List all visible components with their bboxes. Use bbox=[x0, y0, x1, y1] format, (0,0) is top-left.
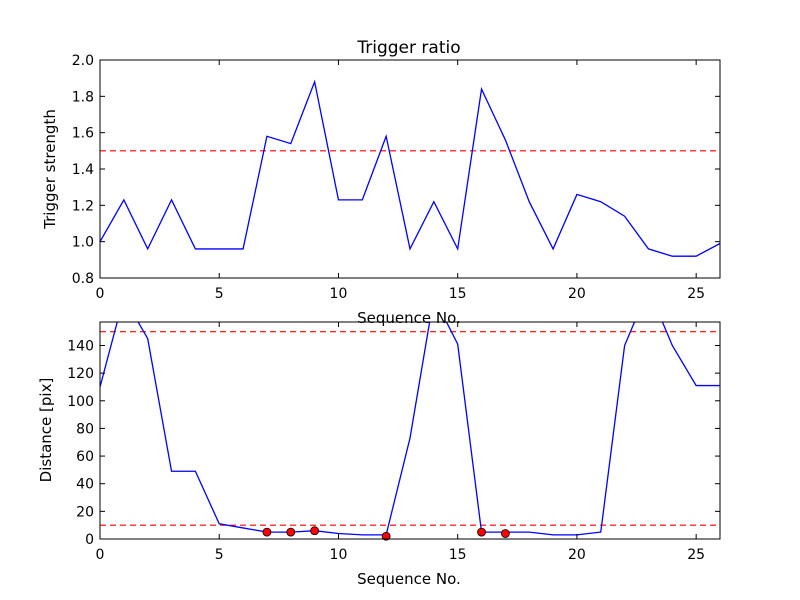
chart-trigger-ratio: Trigger ratio 0 5 10 15 20 25 0.8 1.0 1.2 1.4 1.6 1… bbox=[41, 38, 721, 327]
chart-title: Trigger ratio bbox=[356, 38, 460, 58]
x-tick-label: 10 bbox=[330, 286, 348, 302]
series-line bbox=[100, 79, 720, 257]
x-tick-label: 20 bbox=[568, 547, 586, 563]
data-point-marker bbox=[262, 527, 272, 537]
x-tick-label: 25 bbox=[687, 286, 705, 302]
y-tick-label: 80 bbox=[76, 421, 94, 437]
x-tick-label: 5 bbox=[215, 547, 224, 563]
data-point-marker bbox=[310, 526, 320, 536]
y-tick-label: 2.0 bbox=[72, 53, 94, 69]
data-point-marker bbox=[500, 529, 510, 538]
y-tick-label: 40 bbox=[76, 477, 94, 493]
y-tick-label: 120 bbox=[67, 366, 94, 382]
y-tick-label: 20 bbox=[76, 504, 94, 520]
x-tick-label: 15 bbox=[449, 286, 467, 302]
plot-area-distance: 0 5 10 15 20 25 0 20 40 60 80 100 120 140 bbox=[67, 321, 721, 563]
x-tick-label: 5 bbox=[215, 286, 224, 302]
y-tick-label: 140 bbox=[67, 338, 94, 354]
x-tick-label: 10 bbox=[330, 547, 348, 563]
x-axis-label: Sequence No. bbox=[357, 309, 461, 327]
y-tick-label: 1.6 bbox=[72, 126, 94, 142]
x-axis-label: Sequence No. bbox=[357, 570, 461, 588]
x-tick-label: 15 bbox=[449, 547, 467, 563]
y-tick-label: 1.0 bbox=[72, 235, 94, 251]
y-tick-label: 1.4 bbox=[72, 162, 94, 178]
axes-frame bbox=[99, 321, 721, 540]
data-point-marker bbox=[286, 527, 296, 537]
y-axis-label: Trigger strength bbox=[41, 109, 59, 230]
data-point-marker bbox=[477, 527, 486, 537]
plot-area-trigger: 0 5 10 15 20 25 0.8 1.0 1.2 1.4 1.6 1.8 2.0 bbox=[72, 53, 721, 302]
y-tick-label: 100 bbox=[67, 394, 94, 410]
y-tick-label: 1.2 bbox=[72, 198, 94, 214]
y-tick-label: 1.8 bbox=[72, 89, 94, 105]
y-tick-label: 60 bbox=[76, 449, 94, 465]
x-tick-label: 25 bbox=[687, 547, 705, 563]
y-tick-label: 0.8 bbox=[72, 271, 94, 287]
x-tick-label: 0 bbox=[96, 286, 105, 302]
y-axis-label: Distance [pix] bbox=[37, 378, 55, 483]
x-tick-label: 0 bbox=[96, 547, 105, 563]
y-tick-label: 0 bbox=[85, 532, 94, 548]
series-line bbox=[100, 322, 720, 536]
x-tick-label: 20 bbox=[568, 286, 586, 302]
data-point-marker bbox=[381, 531, 391, 541]
chart-distance: 0 5 10 15 20 25 0 20 40 60 80 100 120 140 Sequence No… bbox=[37, 321, 721, 588]
